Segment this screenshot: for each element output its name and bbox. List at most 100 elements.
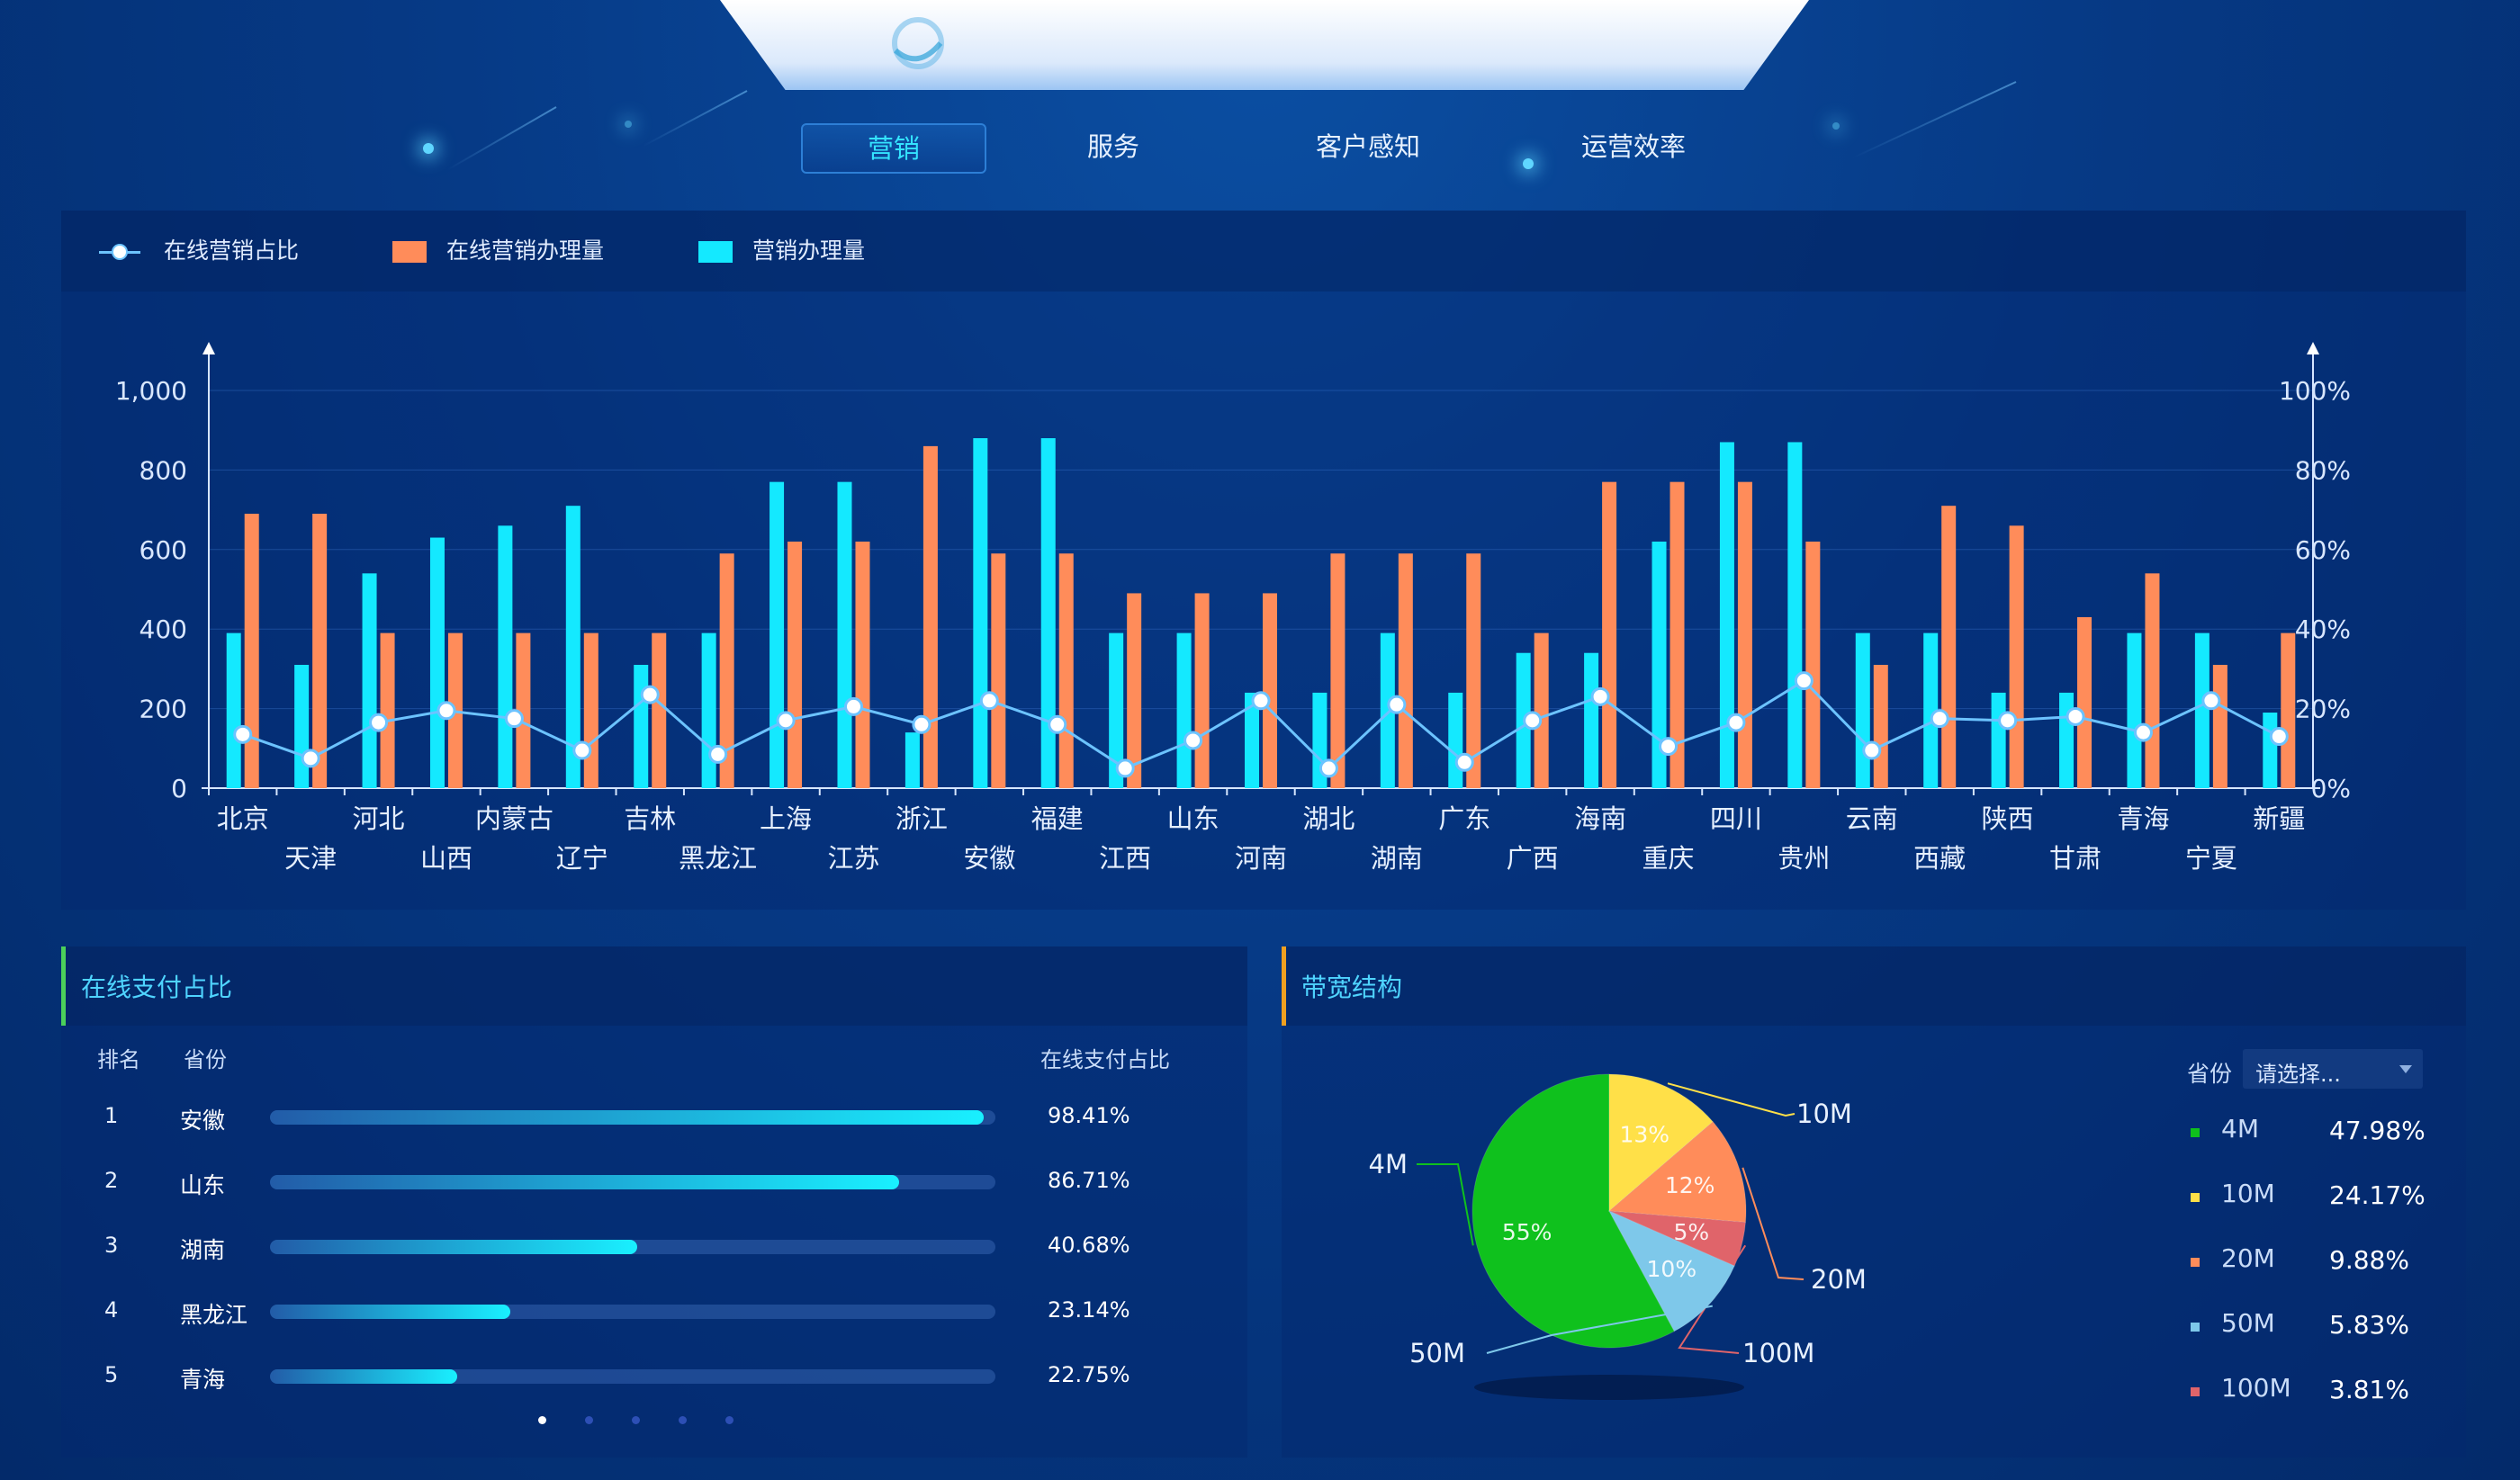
line-point[interactable] (1184, 731, 1203, 750)
pager-dot[interactable] (725, 1416, 734, 1424)
table-row[interactable]: 5 青海 22.75% (61, 1353, 1247, 1398)
bar-marketing-volume[interactable] (770, 481, 785, 788)
bar-online-volume[interactable] (516, 632, 531, 788)
table-row[interactable]: 1 安徽 98.41% (61, 1094, 1247, 1139)
bar-marketing-volume[interactable] (2127, 632, 2142, 788)
bar-marketing-volume[interactable] (1380, 632, 1395, 788)
bar-marketing-volume[interactable] (1448, 692, 1463, 788)
line-point[interactable] (504, 709, 524, 729)
bar-online-volume[interactable] (855, 541, 870, 788)
tab-customer-perception[interactable]: 客户感知 (1315, 131, 1420, 162)
bar-online-volume[interactable] (1873, 664, 1888, 788)
line-point[interactable] (843, 696, 863, 716)
line-point[interactable] (1794, 671, 1814, 691)
bar-marketing-volume[interactable] (565, 506, 580, 788)
line-point[interactable] (1318, 758, 1338, 778)
bar-online-volume[interactable] (244, 514, 259, 788)
bar-online-volume[interactable] (991, 553, 1006, 788)
line-point[interactable] (640, 685, 660, 704)
tab-marketing[interactable]: 营销 (801, 123, 986, 174)
pager-dot[interactable] (538, 1416, 546, 1424)
line-point[interactable] (776, 711, 796, 731)
bar-marketing-volume[interactable] (2263, 713, 2278, 788)
bar-marketing-volume[interactable] (1787, 442, 1803, 788)
line-point[interactable] (1387, 695, 1407, 714)
bar-marketing-volume[interactable] (904, 732, 920, 788)
bar-marketing-volume[interactable] (1245, 692, 1259, 788)
bar-marketing-volume[interactable] (1855, 632, 1870, 788)
line-point[interactable] (1523, 711, 1543, 731)
line-point[interactable] (1115, 758, 1135, 778)
bar-marketing-volume[interactable] (973, 438, 988, 788)
pie-slice[interactable] (1607, 1209, 1735, 1332)
line-point[interactable] (1048, 714, 1067, 734)
line-point[interactable] (1930, 709, 1949, 729)
bar-online-volume[interactable] (1737, 481, 1752, 788)
bar-online-volume[interactable] (2145, 573, 2160, 788)
bar-marketing-volume[interactable] (634, 664, 649, 788)
bar-online-volume[interactable] (1058, 553, 1074, 788)
bar-online-volume[interactable] (652, 632, 667, 788)
line-point[interactable] (912, 714, 932, 734)
bar-marketing-volume[interactable] (2194, 632, 2210, 788)
bar-online-volume[interactable] (1670, 481, 1685, 788)
bar-marketing-volume[interactable] (1176, 632, 1192, 788)
bar-marketing-volume[interactable] (1040, 438, 1056, 788)
line-point[interactable] (436, 701, 456, 721)
bar-marketing-volume[interactable] (2059, 692, 2074, 788)
line-point[interactable] (233, 724, 253, 744)
line-point[interactable] (572, 740, 592, 760)
bar-marketing-volume[interactable] (429, 537, 445, 788)
bar-online-volume[interactable] (1330, 553, 1346, 788)
bar-online-volume[interactable] (2009, 525, 2024, 788)
bar-online-volume[interactable] (1602, 481, 1617, 788)
bar-marketing-volume[interactable] (226, 632, 241, 788)
line-point[interactable] (2201, 691, 2221, 711)
bar-online-volume[interactable] (1398, 553, 1413, 788)
bar-online-volume[interactable] (312, 514, 328, 788)
line-point[interactable] (369, 713, 389, 732)
legend-online-volume[interactable]: 在线营销办理量 (392, 236, 604, 266)
bar-marketing-volume[interactable] (362, 573, 377, 788)
bar-online-volume[interactable] (922, 445, 938, 788)
bar-marketing-volume[interactable] (1923, 632, 1939, 788)
bar-marketing-volume[interactable] (1109, 632, 1124, 788)
bar-marketing-volume[interactable] (1584, 652, 1599, 788)
line-point[interactable] (1998, 711, 2018, 731)
bar-marketing-volume[interactable] (1652, 541, 1667, 788)
bar-online-volume[interactable] (1805, 541, 1821, 788)
bar-marketing-volume[interactable] (1991, 692, 2006, 788)
bar-online-volume[interactable] (583, 632, 598, 788)
legend-online-ratio[interactable]: 在线营销占比 (99, 236, 299, 266)
pager-dot[interactable] (585, 1416, 593, 1424)
line-point[interactable] (1454, 752, 1474, 772)
bar-online-volume[interactable] (1127, 593, 1142, 788)
bar-online-volume[interactable] (788, 541, 803, 788)
bar-online-volume[interactable] (2212, 664, 2228, 788)
pager-dot[interactable] (632, 1416, 640, 1424)
line-point[interactable] (2269, 727, 2289, 747)
bar-online-volume[interactable] (1534, 632, 1549, 788)
table-row[interactable]: 2 山东 86.71% (61, 1159, 1247, 1204)
province-select[interactable]: 请选择... (2243, 1049, 2423, 1089)
line-point[interactable] (301, 749, 320, 768)
bar-online-volume[interactable] (1194, 593, 1210, 788)
bar-marketing-volume[interactable] (701, 632, 716, 788)
bar-online-volume[interactable] (1466, 553, 1481, 788)
line-point[interactable] (1862, 740, 1882, 760)
bar-online-volume[interactable] (1941, 506, 1957, 788)
bar-marketing-volume[interactable] (837, 481, 852, 788)
pie-slice[interactable] (1607, 1121, 1747, 1224)
line-point[interactable] (1659, 737, 1678, 757)
pie-slice[interactable] (1608, 1210, 1747, 1267)
table-row[interactable]: 3 湖南 40.68% (61, 1224, 1247, 1269)
line-point[interactable] (979, 691, 999, 711)
bar-marketing-volume[interactable] (498, 525, 513, 788)
pie-slice[interactable] (1472, 1073, 1676, 1349)
table-row[interactable]: 4 黑龙江 23.14% (61, 1288, 1247, 1333)
bar-online-volume[interactable] (1263, 593, 1277, 788)
bar-marketing-volume[interactable] (294, 664, 310, 788)
line-point[interactable] (2133, 722, 2153, 742)
bar-online-volume[interactable] (380, 632, 395, 788)
bar-online-volume[interactable] (2281, 632, 2296, 788)
